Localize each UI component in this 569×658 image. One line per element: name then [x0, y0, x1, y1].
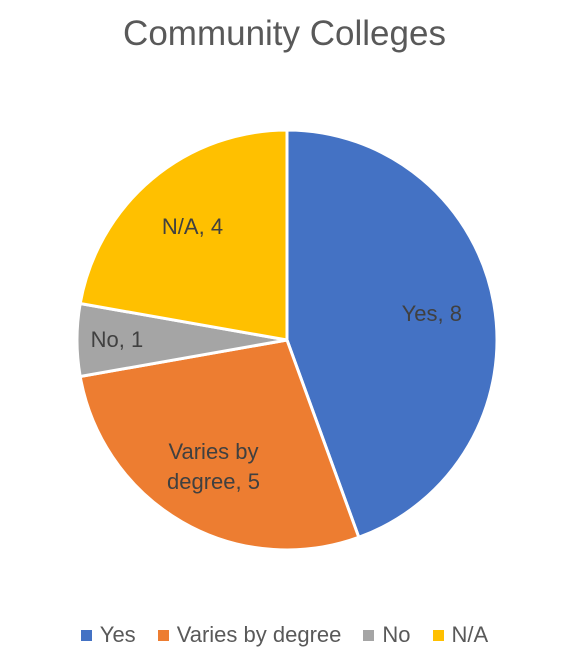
legend: Yes Varies by degree No N/A	[0, 622, 569, 648]
legend-swatch	[363, 629, 375, 641]
data-label: Varies by degree, 5	[167, 439, 260, 495]
pie-slice	[78, 128, 289, 342]
pie-slice	[78, 338, 361, 552]
chart-title: Community Colleges	[123, 14, 446, 53]
legend-swatch	[432, 629, 444, 641]
legend-label: N/A	[451, 622, 489, 647]
pie-slice	[285, 128, 499, 540]
legend-swatch	[157, 629, 169, 641]
legend-label: Varies by degree	[176, 622, 342, 647]
data-label: No, 1	[90, 327, 144, 352]
legend-item: N/A	[432, 622, 489, 648]
legend-item: Yes	[80, 622, 136, 648]
legend-label: No	[382, 622, 411, 647]
data-label: N/A, 4	[161, 214, 224, 240]
legend-item: No	[363, 622, 411, 648]
legend-item: Varies by degree	[157, 622, 342, 648]
legend-label: Yes	[99, 622, 136, 647]
data-label: Yes, 8	[401, 301, 462, 327]
legend-swatch	[80, 629, 92, 641]
